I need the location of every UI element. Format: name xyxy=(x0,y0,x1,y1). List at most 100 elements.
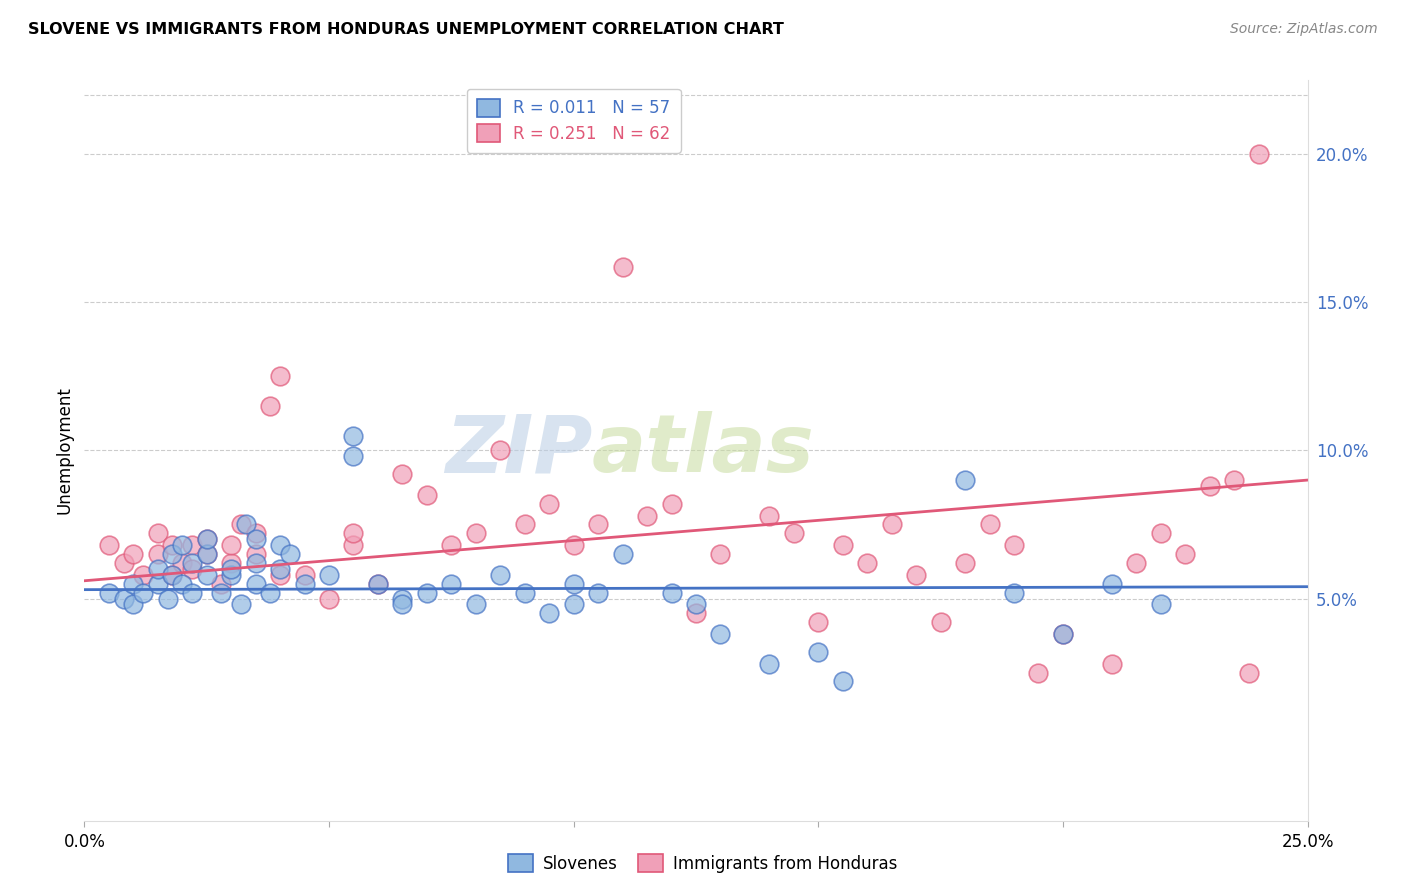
Point xyxy=(636,508,658,523)
Point xyxy=(259,399,281,413)
Point xyxy=(391,591,413,606)
Point xyxy=(146,562,169,576)
Y-axis label: Unemployment: Unemployment xyxy=(55,386,73,515)
Point xyxy=(229,598,252,612)
Legend: R = 0.011   N = 57, R = 0.251   N = 62: R = 0.011 N = 57, R = 0.251 N = 62 xyxy=(467,88,681,153)
Point xyxy=(219,562,242,576)
Point xyxy=(132,567,155,582)
Point xyxy=(162,567,184,582)
Point xyxy=(929,615,952,630)
Point xyxy=(146,526,169,541)
Point xyxy=(229,517,252,532)
Point xyxy=(209,576,232,591)
Point xyxy=(219,556,242,570)
Point xyxy=(586,585,609,599)
Point xyxy=(685,598,707,612)
Point xyxy=(122,576,145,591)
Point xyxy=(538,607,561,621)
Point xyxy=(146,576,169,591)
Point xyxy=(513,517,536,532)
Point xyxy=(1052,627,1074,641)
Point xyxy=(1223,473,1246,487)
Point xyxy=(245,547,267,561)
Point xyxy=(195,547,218,561)
Point xyxy=(661,585,683,599)
Point xyxy=(172,538,194,552)
Point xyxy=(195,567,218,582)
Point xyxy=(245,533,267,547)
Point xyxy=(1150,598,1173,612)
Point xyxy=(97,585,120,599)
Point xyxy=(709,627,731,641)
Point xyxy=(342,538,364,552)
Point xyxy=(245,526,267,541)
Point xyxy=(219,538,242,552)
Point xyxy=(162,547,184,561)
Point xyxy=(342,450,364,464)
Point xyxy=(146,547,169,561)
Point xyxy=(162,538,184,552)
Point xyxy=(269,567,291,582)
Point xyxy=(245,556,267,570)
Point xyxy=(489,443,512,458)
Point xyxy=(489,567,512,582)
Point xyxy=(269,538,291,552)
Point xyxy=(391,598,413,612)
Legend: Slovenes, Immigrants from Honduras: Slovenes, Immigrants from Honduras xyxy=(502,847,904,880)
Point xyxy=(1237,665,1260,680)
Point xyxy=(661,497,683,511)
Text: SLOVENE VS IMMIGRANTS FROM HONDURAS UNEMPLOYMENT CORRELATION CHART: SLOVENE VS IMMIGRANTS FROM HONDURAS UNEM… xyxy=(28,22,785,37)
Point xyxy=(685,607,707,621)
Text: Source: ZipAtlas.com: Source: ZipAtlas.com xyxy=(1230,22,1378,37)
Point xyxy=(318,567,340,582)
Point xyxy=(1150,526,1173,541)
Point xyxy=(1198,479,1220,493)
Point xyxy=(181,562,204,576)
Point xyxy=(132,585,155,599)
Point xyxy=(1052,627,1074,641)
Point xyxy=(195,533,218,547)
Point xyxy=(807,645,830,659)
Point xyxy=(416,585,439,599)
Point xyxy=(269,369,291,384)
Point xyxy=(122,598,145,612)
Point xyxy=(1002,585,1025,599)
Point xyxy=(181,538,204,552)
Point xyxy=(181,556,204,570)
Point xyxy=(612,260,634,274)
Point xyxy=(905,567,928,582)
Point xyxy=(586,517,609,532)
Point xyxy=(440,576,463,591)
Point xyxy=(112,556,135,570)
Point xyxy=(953,556,976,570)
Point xyxy=(562,538,585,552)
Point xyxy=(318,591,340,606)
Point xyxy=(195,533,218,547)
Point xyxy=(1002,538,1025,552)
Point xyxy=(831,674,853,689)
Point xyxy=(440,538,463,552)
Point xyxy=(1028,665,1050,680)
Point xyxy=(856,556,879,570)
Point xyxy=(172,556,194,570)
Point xyxy=(562,598,585,612)
Point xyxy=(195,547,218,561)
Point xyxy=(709,547,731,561)
Point xyxy=(513,585,536,599)
Text: ZIP: ZIP xyxy=(444,411,592,490)
Point xyxy=(181,585,204,599)
Point xyxy=(758,508,780,523)
Point xyxy=(979,517,1001,532)
Point xyxy=(219,567,242,582)
Point xyxy=(245,576,267,591)
Point xyxy=(294,576,316,591)
Point xyxy=(416,488,439,502)
Point xyxy=(112,591,135,606)
Point xyxy=(342,428,364,442)
Point xyxy=(342,526,364,541)
Point xyxy=(464,598,486,612)
Point xyxy=(464,526,486,541)
Point xyxy=(391,467,413,482)
Point xyxy=(1125,556,1147,570)
Point xyxy=(538,497,561,511)
